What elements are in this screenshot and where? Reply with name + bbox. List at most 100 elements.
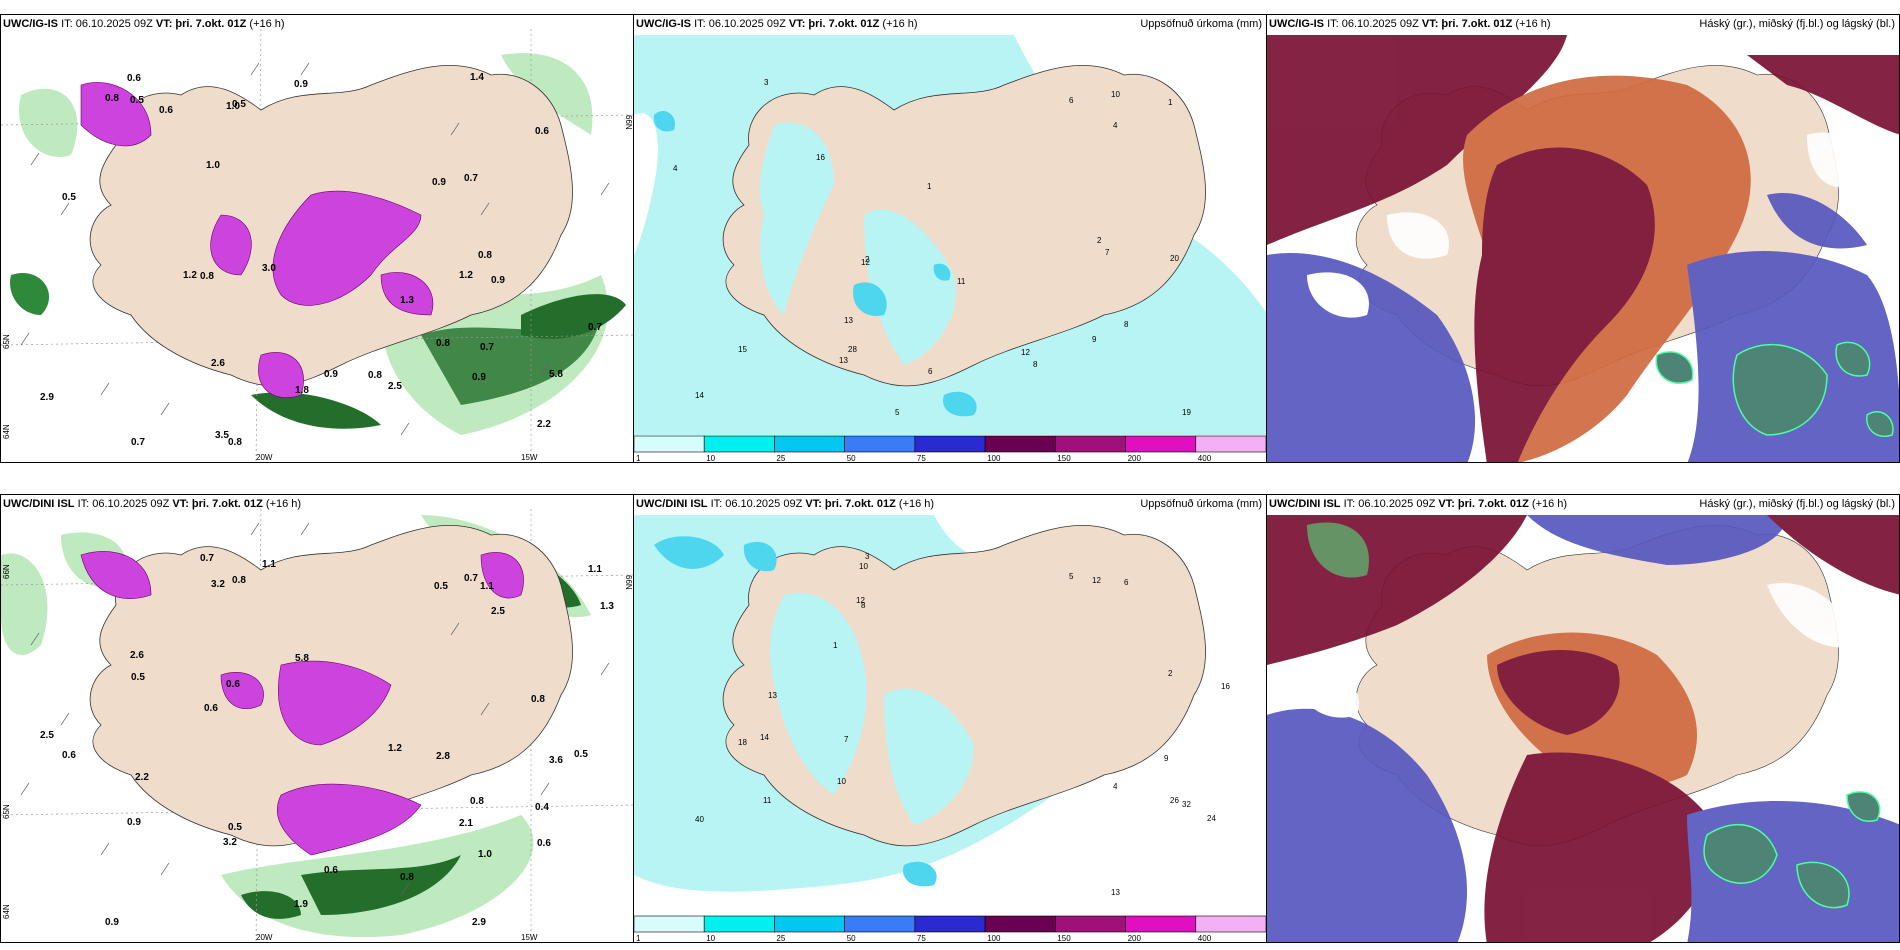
wind-value-label: 0.7	[464, 173, 478, 184]
colorbar-swatch	[1195, 435, 1266, 453]
colorbar-tick: 25	[776, 454, 785, 462]
icing-shading	[80, 551, 524, 856]
wind-value-label: 0.8	[436, 338, 450, 349]
precip-value-label: 1	[927, 182, 932, 191]
wind-map: 0.60.80.91.41.23.51.00.92.51.30.91.83.02…	[1, 28, 633, 462]
wind-value-label: 0.7	[588, 322, 602, 333]
icing-shading	[80, 82, 434, 398]
wind-value-label: 0.6	[537, 838, 551, 849]
wind-value-label: 0.9	[472, 372, 486, 383]
wind-value-label: 2.2	[537, 419, 551, 430]
precip-panel-ig: UWC/IG-IS IT: 06.10.2025 09Z VT: þri. 7.…	[633, 14, 1267, 463]
wind-value-label: 1.0	[478, 849, 492, 860]
precip-value-label: 4	[673, 164, 678, 173]
wind-value-label: 0.9	[127, 817, 141, 828]
wind-value-label: 0.7	[464, 573, 478, 584]
panel-header: UWC/DINI ISL IT: 06.10.2025 09Z VT: þri.…	[3, 498, 302, 510]
precip-value-label: 14	[760, 733, 769, 742]
panel-header: UWC/IG-IS IT: 06.10.2025 09Z VT: þri. 7.…	[1269, 18, 1551, 30]
wind-value-label: 2.6	[211, 358, 225, 369]
wind-value-label: 0.4	[535, 802, 549, 813]
axis-label: 64N	[2, 904, 11, 919]
wind-value-label: 5.8	[549, 369, 563, 380]
colorbar-tick: 150	[1057, 934, 1071, 942]
precip-value-label: 12	[1021, 348, 1030, 357]
precip-value-label: 12	[861, 258, 870, 267]
precip-value-label: 13	[839, 356, 848, 365]
colorbar-tick: 1	[636, 454, 641, 462]
precip-value-label: 20	[1170, 254, 1179, 263]
wind-value-label: 0.9	[432, 177, 446, 188]
wind-value-label: 0.5	[232, 99, 246, 110]
wind-value-label: 0.5	[62, 192, 76, 203]
precip-colorbar: 1 10 25 50 75 100 150 200 400	[634, 434, 1266, 462]
colorbar-swatch	[914, 435, 986, 453]
wind-value-label: 0.7	[200, 553, 214, 564]
precip-value-label: 11	[763, 796, 772, 805]
colorbar-tick: 400	[1198, 454, 1212, 462]
wind-value-label: 2.6	[130, 650, 144, 661]
axis-label: 66N	[624, 575, 633, 590]
precip-title: Uppsöfnuð úrkoma (mm)	[1140, 18, 1262, 30]
panel-header: UWC/IG-IS IT: 06.10.2025 09Z VT: þri. 7.…	[636, 18, 918, 30]
wind-value-label: 1.2	[183, 270, 197, 281]
precip-value-label: 8	[1033, 360, 1038, 369]
colorbar-swatch	[774, 915, 845, 933]
axis-label: 15W	[521, 453, 538, 462]
precip-value-label: 14	[695, 391, 704, 400]
wind-value-label: 0.8	[470, 796, 484, 807]
wind-value-label: 1.8	[295, 385, 309, 396]
precip-value-label: 13	[1111, 888, 1120, 897]
wind-value-label: 1.4	[470, 72, 484, 83]
wind-panel-ig: UWC/IG-IS IT: 06.10.2025 09Z VT: þri. 7.…	[0, 14, 634, 463]
wind-value-label: 0.7	[131, 437, 145, 448]
wind-value-label: 0.9	[324, 369, 338, 380]
wind-value-label: 0.8	[105, 93, 119, 104]
axis-label: 64N	[2, 424, 11, 439]
wind-value-label: 0.8	[478, 250, 492, 261]
precip-value-label: 11	[957, 277, 966, 286]
precip-value-label: 8	[861, 601, 866, 610]
wind-value-label: 1.0	[206, 160, 220, 171]
precip-value-label: 10	[837, 777, 846, 786]
wind-value-label: 0.7	[480, 342, 494, 353]
cloud-title: Háský (gr.), miðský (fj.bl.) og lágský (…	[1699, 18, 1895, 30]
precip-value-label: 8	[1124, 320, 1129, 329]
precip-value-label: 18	[738, 738, 747, 747]
wind-barbs	[20, 62, 610, 436]
precip-value-label: 26	[1170, 796, 1179, 805]
wind-value-label: 1.3	[600, 601, 614, 612]
axis-label: 20W	[256, 933, 273, 942]
precip-value-label: 12	[856, 596, 865, 605]
axis-label: 66N	[2, 564, 11, 579]
colorbar-tick: 100	[987, 454, 1001, 462]
wind-value-label: 3.2	[211, 579, 225, 590]
precip-value-label: 32	[1182, 800, 1191, 809]
wind-value-label: 0.6	[324, 865, 338, 876]
colorbar-tick: 100	[987, 934, 1001, 942]
wind-labels: 0.6 0.8 0.9 1.4 1.2 3.5 1.0 0.9 2.5 1.3 0.9 1.8 3.0 2…	[40, 72, 602, 448]
wind-value-label: 2.5	[491, 606, 505, 617]
precip-value-label: 1	[833, 641, 838, 650]
axis-label: 20W	[256, 453, 273, 462]
wind-value-label: 1.2	[459, 270, 473, 281]
precip-value-label: 40	[695, 815, 704, 824]
precip-value-label: 4	[1113, 782, 1118, 791]
colorbar-swatch	[914, 915, 986, 933]
wind-value-label: 0.6	[535, 126, 549, 137]
wind-value-label: 0.5	[434, 581, 448, 592]
precip-value-label: 16	[816, 153, 825, 162]
wind-value-label: 0.9	[105, 917, 119, 928]
wind-value-label: 0.9	[294, 79, 308, 90]
axis-label: 65N	[2, 804, 11, 819]
wind-value-label: 1.1	[588, 564, 602, 575]
wind-value-label: 1.1	[480, 581, 494, 592]
colorbar-tick: 10	[706, 454, 715, 462]
wind-value-label: 0.8	[368, 370, 382, 381]
precip-value-label: 2	[1097, 236, 1102, 245]
precip-value-label: 13	[768, 691, 777, 700]
colorbar-tick: 200	[1128, 454, 1142, 462]
wind-value-label: 0.6	[62, 750, 76, 761]
precip-value-label: 6	[928, 367, 933, 376]
